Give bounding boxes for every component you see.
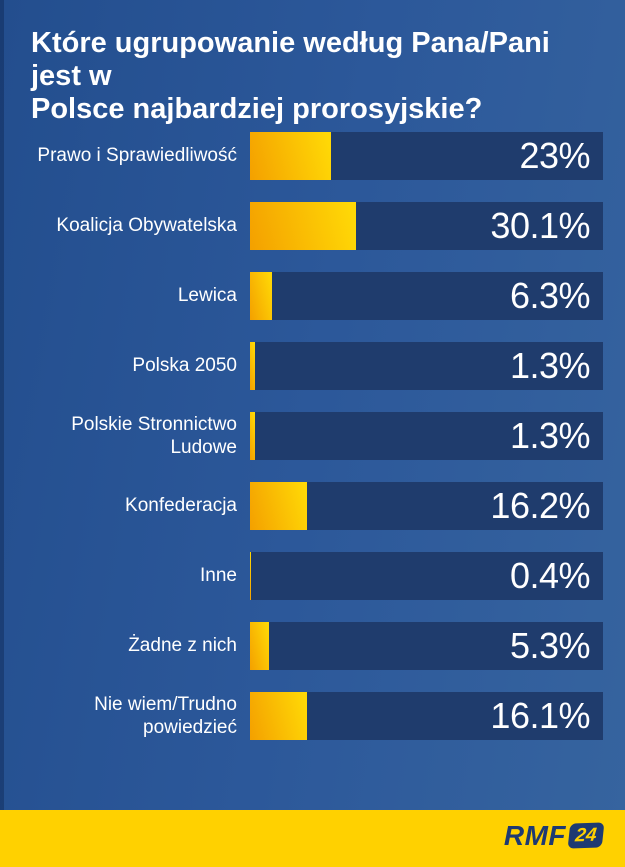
- bar-track: 30.1%: [250, 202, 603, 250]
- value-label: 23%: [519, 135, 590, 176]
- bar-fill: [250, 202, 357, 250]
- category-label: Żadne z nich: [128, 635, 237, 657]
- bar-track: 1.3%: [250, 342, 603, 390]
- value-label: 6.3%: [509, 275, 591, 316]
- chart-row: Nie wiem/Trudno powiedzieć 16.1%: [0, 692, 625, 740]
- bar-chart: Prawo i Sprawiedliwość 23% Koalicja Obyw…: [0, 132, 625, 740]
- bar-fill: [250, 412, 255, 460]
- chart-row: Inne 0.4%: [0, 552, 625, 600]
- bar-fill: [250, 552, 252, 600]
- value-label: 0.4%: [509, 555, 591, 596]
- category-label: Prawo i Sprawiedliwość: [37, 145, 237, 167]
- value-label: 5.3%: [509, 625, 591, 666]
- rmf24-logo: RMF 24: [503, 819, 605, 851]
- bar-fill: [250, 622, 269, 670]
- page-title: Które ugrupowanie według Pana/Pani jest …: [31, 27, 550, 126]
- bar-fill: [250, 342, 255, 390]
- chart-row: Prawo i Sprawiedliwość 23%: [0, 132, 625, 180]
- chart-row: Żadne z nich 5.3%: [0, 622, 625, 670]
- category-label: Lewica: [177, 285, 237, 307]
- value-label: 1.3%: [509, 345, 591, 386]
- bar-fill: [250, 132, 332, 180]
- value-label: 30.1%: [490, 205, 590, 246]
- value-label: 16.2%: [490, 485, 590, 526]
- bar-track: 1.3%: [250, 412, 603, 460]
- category-label: Polskie Stronnictwo Ludowe: [71, 413, 237, 458]
- category-label: Inne: [200, 565, 237, 587]
- bar-fill: [250, 692, 307, 740]
- value-label: 1.3%: [509, 415, 591, 456]
- rmf24-badge: 24: [567, 822, 605, 849]
- category-label: Nie wiem/Trudno powiedzieć: [94, 693, 237, 738]
- chart-row: Polskie Stronnictwo Ludowe 1.3%: [0, 412, 625, 460]
- bar-track: 0.4%: [250, 552, 603, 600]
- chart-row: Polska 2050 1.3%: [0, 342, 625, 390]
- value-label: 16.1%: [490, 695, 590, 736]
- chart-row: Lewica 6.3%: [0, 272, 625, 320]
- category-label: Konfederacja: [125, 495, 237, 517]
- bar-track: 16.2%: [250, 482, 603, 530]
- bar-track: 16.1%: [250, 692, 603, 740]
- bar-track: 23%: [250, 132, 603, 180]
- footer-band: RMF 24: [0, 810, 625, 867]
- rmf-logo-text: RMF: [503, 819, 566, 851]
- chart-row: Koalicja Obywatelska 30.1%: [0, 202, 625, 250]
- left-edge-shade: [0, 0, 4, 867]
- bar-track: 5.3%: [250, 622, 603, 670]
- bar-track: 6.3%: [250, 272, 603, 320]
- chart-row: Konfederacja 16.2%: [0, 482, 625, 530]
- bar-fill: [250, 482, 308, 530]
- category-label: Polska 2050: [132, 355, 237, 377]
- bar-fill: [250, 272, 273, 320]
- category-label: Koalicja Obywatelska: [56, 215, 237, 237]
